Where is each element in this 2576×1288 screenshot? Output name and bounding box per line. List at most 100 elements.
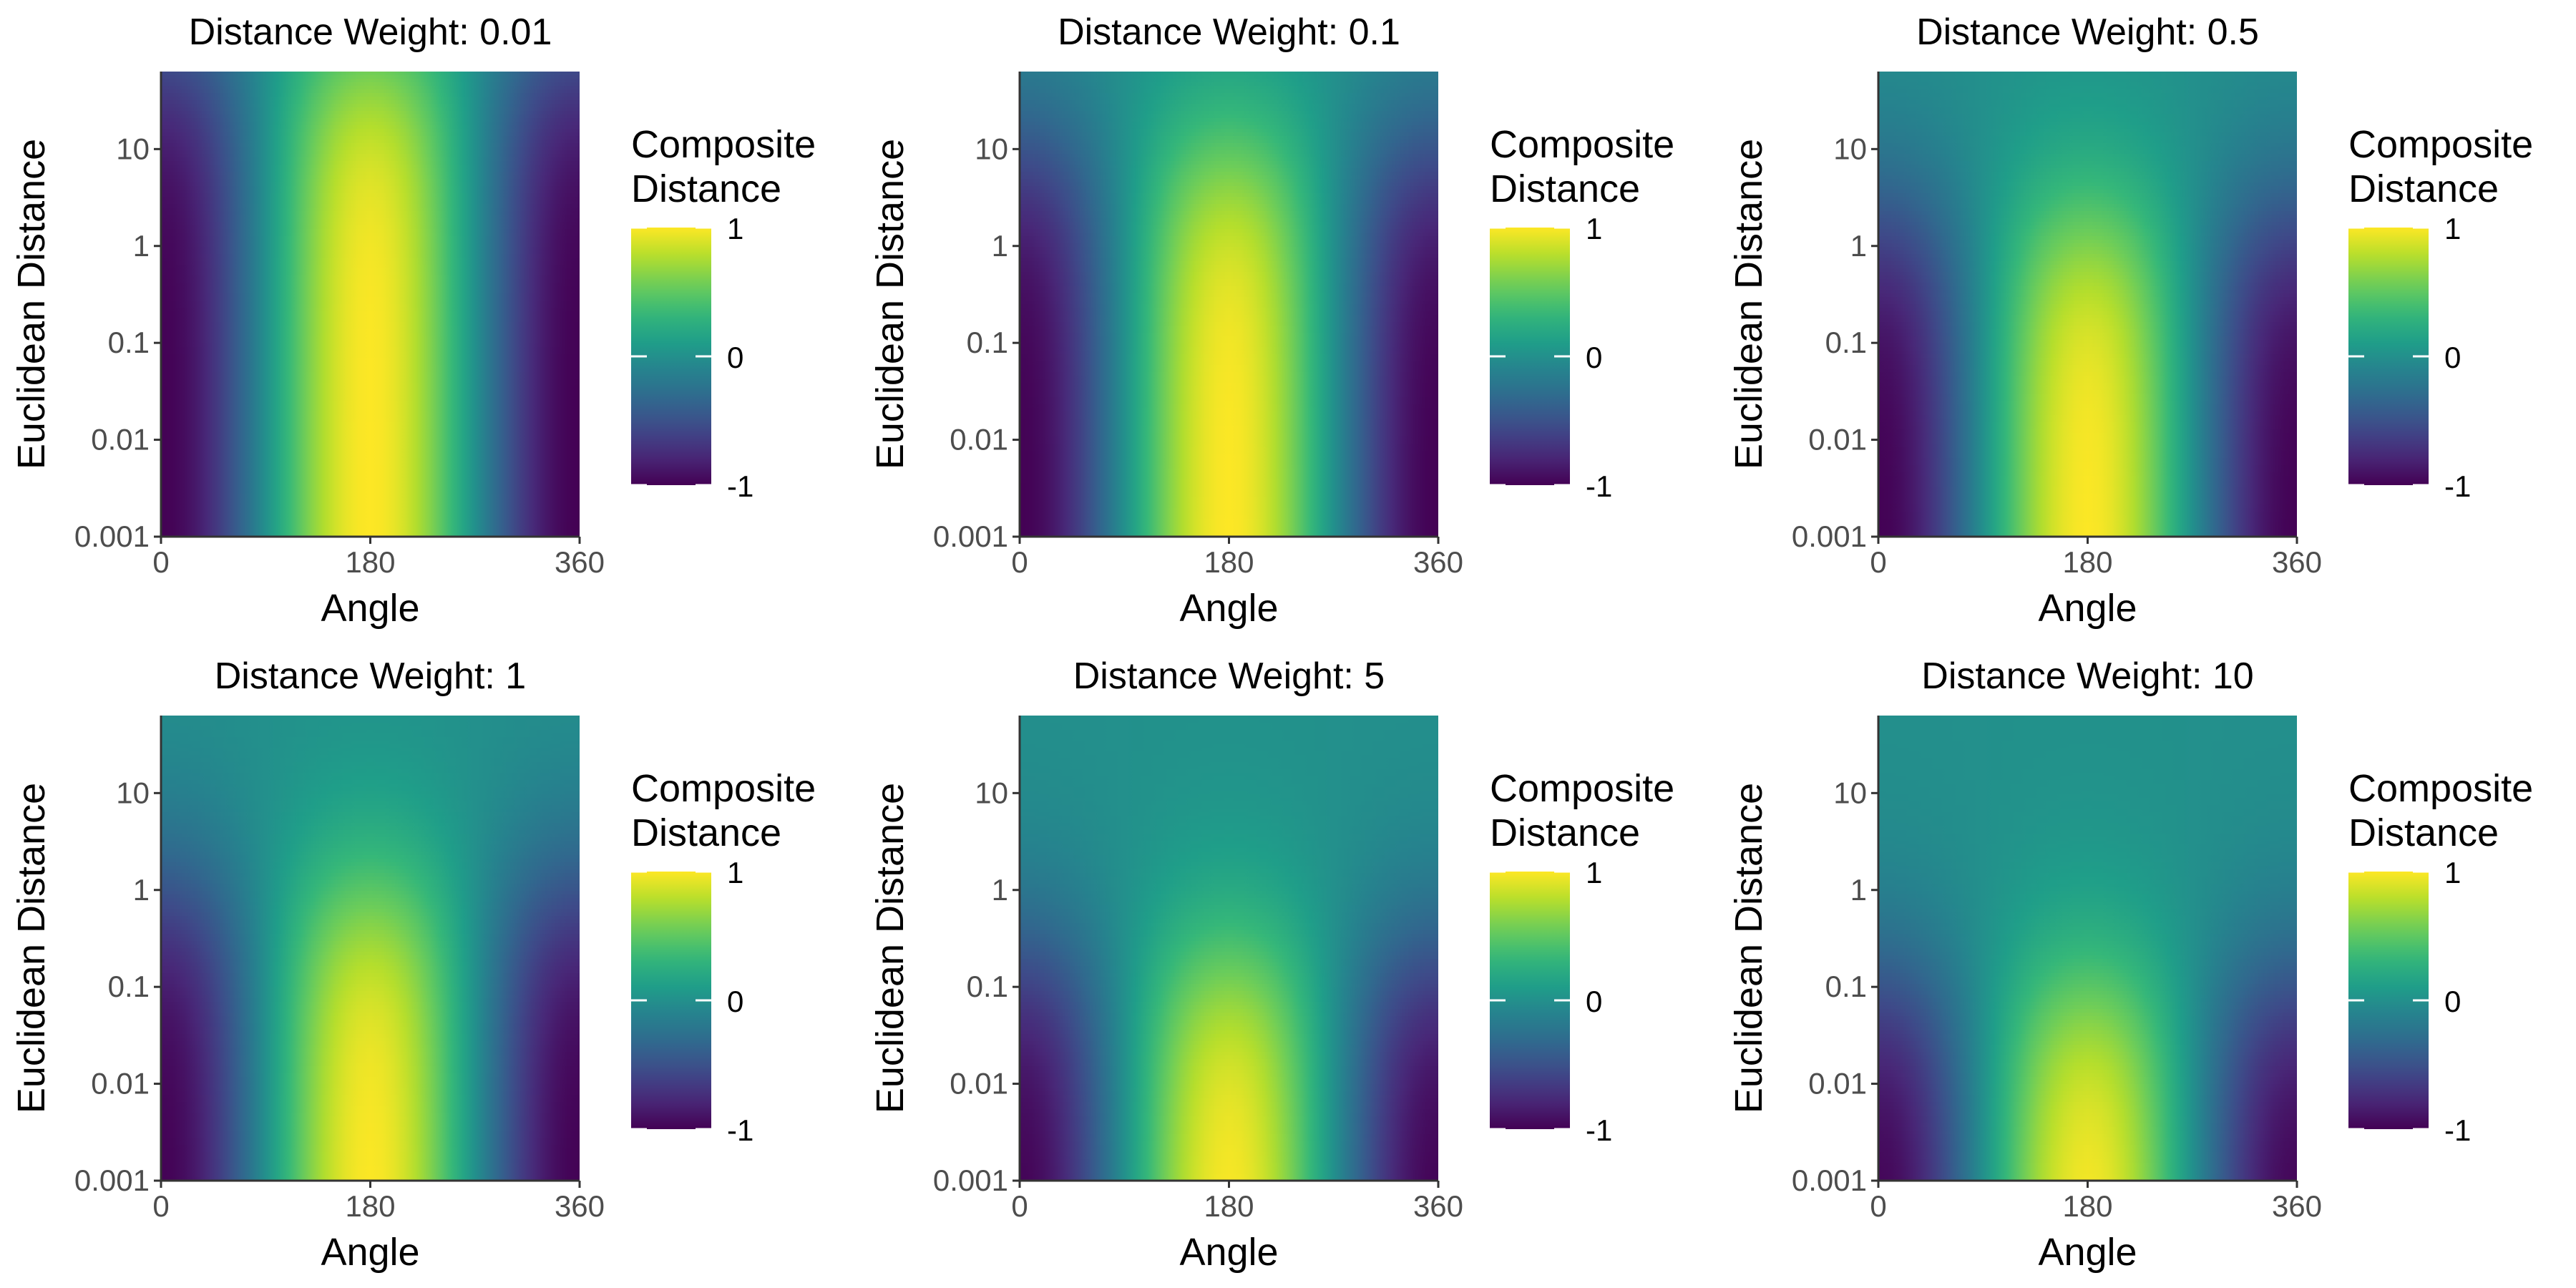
y-tick-label: 0.001: [933, 519, 1008, 553]
heatmap-row: [1020, 75, 1438, 79]
y-tick-label: 0.001: [74, 1163, 150, 1197]
heatmap-row: [161, 304, 580, 308]
heatmap-row: [161, 776, 580, 781]
heatmap-row: [1020, 179, 1438, 183]
heatmap-row: [1020, 1127, 1438, 1131]
heatmap-row: [161, 1120, 580, 1124]
heatmap-row: [1878, 211, 2297, 215]
heatmap-row: [161, 1038, 580, 1042]
heatmap-row: [1878, 247, 2297, 251]
legend-title-line: Distance: [2348, 811, 2499, 854]
heatmap-row: [161, 859, 580, 863]
heatmap-row: [161, 293, 580, 298]
heatmap-row: [1878, 977, 2297, 981]
heatmap-row: [1020, 1109, 1438, 1113]
heatmap-row: [161, 723, 580, 727]
heatmap-row: [1878, 272, 2297, 276]
heatmap-row: [1878, 819, 2297, 824]
heatmap-row: [1020, 1063, 1438, 1067]
heatmap-row: [1878, 1023, 2297, 1028]
heatmap-row: [161, 122, 580, 126]
heatmap-row: [1020, 1084, 1438, 1088]
heatmap-row: [1878, 447, 2297, 452]
heatmap-row: [1020, 941, 1438, 945]
legend-title-line: Composite: [631, 767, 816, 810]
heatmap-row: [161, 454, 580, 459]
x-tick-label: 0: [152, 545, 169, 579]
heatmap-row: [161, 1131, 580, 1135]
heatmap-row: [1020, 386, 1438, 391]
heatmap-row: [1878, 440, 2297, 444]
heatmap-row: [161, 419, 580, 423]
heatmap-row: [1878, 844, 2297, 849]
heatmap-row: [1878, 222, 2297, 226]
heatmap-row: [161, 919, 580, 924]
heatmap-row: [161, 1016, 580, 1020]
heatmap-row: [161, 1159, 580, 1163]
heatmap-row: [1878, 519, 2297, 523]
heatmap-row: [1020, 104, 1438, 108]
heatmap-row: [161, 401, 580, 405]
heatmap-row: [161, 984, 580, 988]
heatmap-row: [1878, 469, 2297, 473]
heatmap-row: [161, 1152, 580, 1156]
heatmap-row: [161, 959, 580, 963]
heatmap-row: [161, 111, 580, 115]
heatmap-row: [161, 379, 580, 384]
colorbar-tick-label: 1: [727, 212, 743, 245]
heatmap-row: [1878, 136, 2297, 140]
heatmap-row: [1878, 1073, 2297, 1078]
heatmap-row: [1020, 1005, 1438, 1010]
y-tick-label: 1: [1850, 873, 1867, 907]
heatmap-row: [1878, 508, 2297, 512]
y-axis-label: Euclidean Distance: [1727, 139, 1770, 469]
heatmap-row: [161, 208, 580, 212]
heatmap-row: [1878, 193, 2297, 197]
heatmap-row: [1020, 773, 1438, 777]
heatmap-row: [1878, 86, 2297, 90]
heatmap-row: [1878, 758, 2297, 763]
heatmap-row: [161, 447, 580, 452]
heatmap-row: [1020, 1116, 1438, 1121]
heatmap-row: [1020, 769, 1438, 774]
heatmap-row: [161, 501, 580, 505]
heatmap-row: [1878, 347, 2297, 351]
heatmap-row: [1878, 462, 2297, 466]
heatmap-row: [161, 165, 580, 169]
heatmap-row: [161, 533, 580, 537]
heatmap-row: [1878, 254, 2297, 258]
heatmap-row: [1020, 955, 1438, 960]
heatmap-row: [1878, 898, 2297, 902]
heatmap-row: [1020, 869, 1438, 874]
heatmap-row: [1020, 730, 1438, 734]
heatmap-row: [161, 268, 580, 273]
heatmap-row: [1020, 1145, 1438, 1149]
heatmap-row: [161, 129, 580, 133]
heatmap-row: [1020, 451, 1438, 455]
heatmap-row: [1878, 258, 2297, 262]
heatmap-row: [161, 150, 580, 155]
heatmap-row: [161, 769, 580, 774]
heatmap-row: [1020, 79, 1438, 83]
heatmap-row: [1020, 533, 1438, 537]
heatmap-row: [1020, 916, 1438, 920]
heatmap-row: [1020, 1041, 1438, 1045]
heatmap-row: [1020, 1159, 1438, 1163]
y-tick-label: 10: [116, 132, 150, 165]
heatmap-row: [1020, 197, 1438, 201]
heatmap-row: [161, 426, 580, 430]
y-tick-label: 10: [116, 776, 150, 809]
heatmap-row: [1878, 533, 2297, 537]
heatmap-row: [1878, 905, 2297, 909]
heatmap-row: [1020, 1102, 1438, 1106]
heatmap-row: [1020, 140, 1438, 144]
heatmap-row: [161, 440, 580, 444]
heatmap-row: [1020, 937, 1438, 942]
heatmap-row: [1878, 973, 2297, 977]
legend-title-line: Composite: [1490, 767, 1674, 810]
heatmap-row: [1878, 741, 2297, 745]
heatmap-row: [1878, 197, 2297, 201]
heatmap-row: [1020, 293, 1438, 298]
heatmap-cells: [1878, 72, 2297, 537]
heatmap-row: [1020, 304, 1438, 308]
